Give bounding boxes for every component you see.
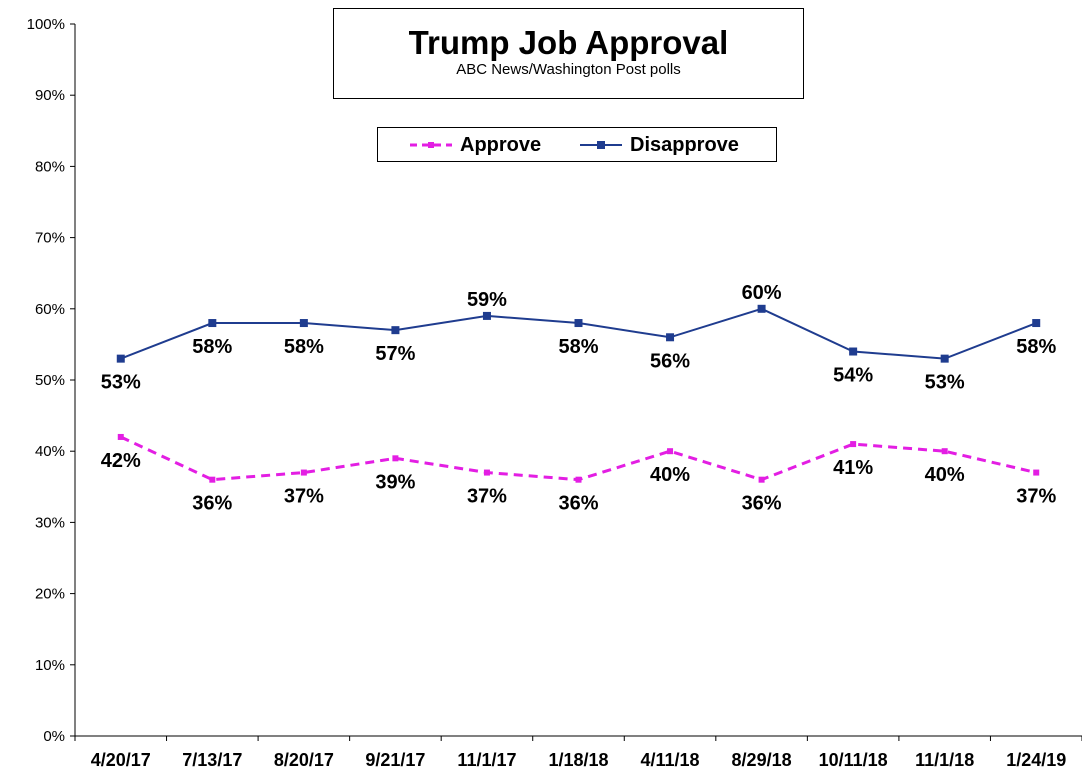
x-tick-label: 7/13/17 bbox=[182, 750, 242, 770]
legend: Approve Disapprove bbox=[377, 127, 777, 162]
x-tick-label: 1/24/19 bbox=[1006, 750, 1066, 770]
title-box: Trump Job Approval ABC News/Washington P… bbox=[333, 8, 804, 99]
data-label-disapprove: 53% bbox=[925, 372, 965, 394]
y-tick-label: 40% bbox=[35, 443, 65, 460]
point-approve bbox=[941, 448, 948, 455]
y-tick-label: 80% bbox=[35, 158, 65, 175]
y-tick-label: 90% bbox=[35, 87, 65, 104]
point-approve bbox=[392, 455, 399, 462]
data-label-approve: 36% bbox=[558, 493, 598, 515]
point-disapprove bbox=[208, 319, 217, 328]
y-tick-label: 10% bbox=[35, 657, 65, 674]
point-disapprove bbox=[849, 347, 858, 356]
data-label-disapprove: 57% bbox=[375, 343, 415, 365]
data-label-disapprove: 54% bbox=[833, 365, 873, 387]
legend-item-disapprove: Disapprove bbox=[578, 133, 739, 157]
y-tick-label: 70% bbox=[35, 230, 65, 247]
x-tick-label: 8/29/18 bbox=[732, 750, 792, 770]
point-disapprove bbox=[391, 326, 400, 335]
data-label-approve: 40% bbox=[650, 464, 690, 486]
data-label-approve: 40% bbox=[925, 464, 965, 486]
data-label-disapprove: 58% bbox=[284, 336, 324, 358]
y-tick-label: 50% bbox=[35, 372, 65, 389]
point-approve bbox=[667, 448, 674, 455]
legend-swatch-disapprove bbox=[580, 141, 622, 149]
series-line-approve bbox=[120, 435, 1037, 482]
point-disapprove bbox=[666, 333, 675, 342]
point-approve bbox=[575, 476, 582, 483]
point-disapprove bbox=[1032, 319, 1041, 328]
legend-label-disapprove: Disapprove bbox=[630, 133, 739, 156]
chart-title: Trump Job Approval bbox=[408, 24, 729, 61]
point-disapprove bbox=[299, 319, 308, 328]
point-disapprove bbox=[940, 354, 949, 363]
data-label-approve: 37% bbox=[1016, 486, 1056, 508]
data-label-disapprove: 60% bbox=[742, 282, 782, 304]
data-label-disapprove: 59% bbox=[467, 289, 507, 311]
point-disapprove bbox=[574, 319, 583, 328]
x-tick-label: 10/11/18 bbox=[819, 750, 888, 770]
data-label-disapprove: 58% bbox=[558, 336, 598, 358]
legend-item-approve: Approve bbox=[408, 133, 541, 157]
data-label-disapprove: 58% bbox=[1016, 336, 1056, 358]
data-label-approve: 36% bbox=[192, 493, 232, 515]
legend-swatch-approve bbox=[410, 142, 452, 148]
y-tick-label: 30% bbox=[35, 514, 65, 531]
legend-label-approve: Approve bbox=[460, 133, 542, 156]
data-label-approve: 37% bbox=[467, 486, 507, 508]
point-approve bbox=[209, 476, 216, 483]
x-tick-label: 8/20/17 bbox=[274, 750, 334, 770]
y-tick-label: 100% bbox=[27, 16, 65, 33]
point-disapprove bbox=[757, 304, 766, 313]
x-tick-label: 4/20/17 bbox=[91, 750, 151, 770]
x-tick-label: 1/18/18 bbox=[548, 750, 608, 770]
data-label-approve: 41% bbox=[833, 457, 873, 479]
data-label-approve: 39% bbox=[375, 471, 415, 493]
y-tick-label: 0% bbox=[43, 728, 65, 745]
data-label-approve: 37% bbox=[284, 486, 324, 508]
data-label-disapprove: 53% bbox=[101, 372, 141, 394]
y-tick-label: 20% bbox=[35, 586, 65, 603]
data-label-approve: 36% bbox=[742, 493, 782, 515]
data-label-disapprove: 58% bbox=[192, 336, 232, 358]
chart-subtitle: ABC News/Washington Post polls bbox=[456, 61, 681, 78]
data-label-disapprove: 56% bbox=[650, 350, 690, 372]
x-tick-label: 9/21/17 bbox=[365, 750, 425, 770]
point-approve bbox=[850, 441, 857, 448]
point-approve bbox=[1033, 469, 1040, 476]
y-tick-label: 60% bbox=[35, 301, 65, 318]
point-approve bbox=[300, 469, 307, 476]
x-tick-label: 11/1/18 bbox=[915, 750, 974, 770]
data-label-approve: 42% bbox=[101, 450, 141, 472]
point-approve bbox=[483, 469, 490, 476]
point-approve bbox=[758, 476, 765, 483]
point-approve bbox=[117, 433, 124, 440]
point-disapprove bbox=[116, 354, 125, 363]
x-tick-label: 4/11/18 bbox=[641, 750, 700, 770]
x-tick-label: 11/1/17 bbox=[457, 750, 516, 770]
point-disapprove bbox=[482, 311, 491, 320]
